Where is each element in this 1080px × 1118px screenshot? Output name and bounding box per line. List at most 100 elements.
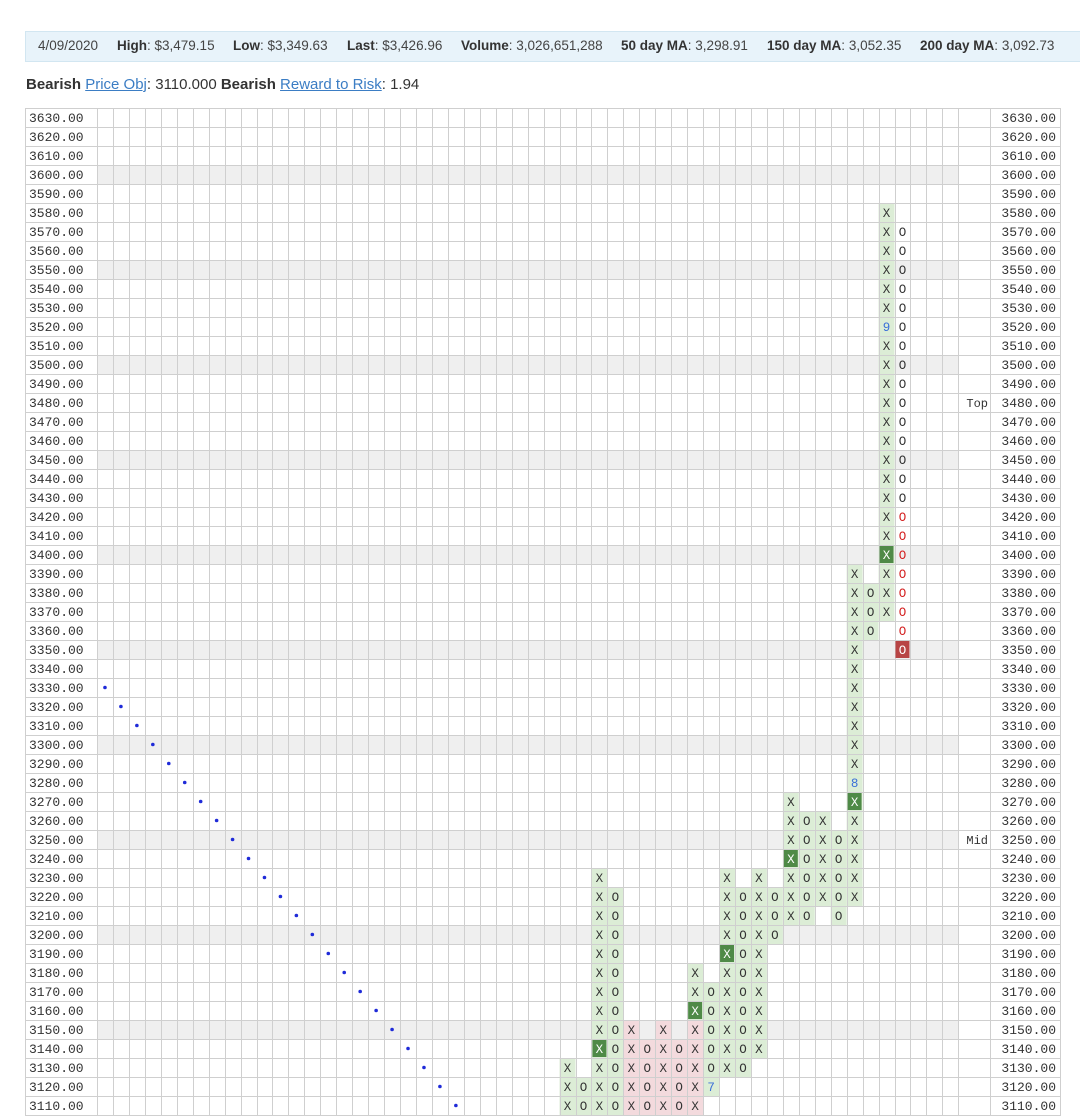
price-label-right: 3570.00 [1001, 225, 1056, 240]
highlight-row [97, 925, 959, 944]
o-mark: O [899, 549, 907, 563]
o-mark: O [899, 530, 907, 544]
x-mark: X [691, 1062, 699, 1076]
highlight-row [97, 165, 959, 184]
x-mark: X [596, 948, 604, 962]
cell-bg [878, 298, 895, 317]
cell-bg [735, 982, 751, 1001]
cell-bg [607, 1077, 624, 1096]
price-obj-link[interactable]: Price Obj [85, 76, 147, 93]
annotation-mid: Mid [966, 834, 988, 848]
o-mark: O [899, 587, 907, 601]
price-label-left: 3440.00 [29, 472, 84, 487]
cell-bg [591, 1058, 608, 1077]
cell-bg [735, 1001, 751, 1020]
cell-bg [559, 1058, 576, 1077]
price-axis-labels: 3630.00 3630.00 3620.00 3620.00 3610.00 3610.… [29, 111, 1056, 1114]
stat-volume-label: Volume [461, 38, 509, 53]
cell-bg [655, 1096, 672, 1115]
price-label-left: 3550.00 [29, 263, 84, 278]
price-label-left: 3400.00 [29, 548, 84, 563]
price-label-right: 3620.00 [1001, 130, 1056, 145]
cell-bg [878, 583, 895, 602]
cell-bg [623, 1020, 640, 1039]
trendline-dot [103, 685, 107, 690]
cell-bg [719, 1020, 735, 1039]
cell-bg [750, 868, 767, 887]
o-mark: O [835, 872, 843, 886]
o-mark: O [612, 1024, 620, 1038]
cell-bg [607, 925, 624, 944]
cell-bg [846, 811, 863, 830]
cell-bg [878, 412, 895, 431]
x-mark: X [787, 796, 795, 810]
cell-bg [623, 1058, 640, 1077]
cell-bg [591, 868, 608, 887]
o-mark: O [612, 967, 620, 981]
cell-bg [687, 963, 704, 982]
o-mark: O [580, 1100, 588, 1114]
x-mark: X [851, 739, 859, 753]
price-label-left: 3560.00 [29, 244, 84, 259]
o-mark: O [675, 1062, 683, 1076]
cell-bg [607, 887, 624, 906]
cell-bg [798, 849, 815, 868]
highlight-row [97, 545, 959, 564]
price-label-right: 3370.00 [1001, 605, 1056, 620]
cell-bg [639, 1058, 656, 1077]
cell-bg [830, 887, 847, 906]
x-mark: X [883, 454, 891, 468]
x-mark: X [883, 264, 891, 278]
price-label-right: 3160.00 [1001, 1004, 1056, 1019]
price-label-right: 3470.00 [1001, 415, 1056, 430]
trendline-dot [278, 894, 283, 899]
x-mark: X [851, 720, 859, 734]
highlight-row [97, 355, 959, 374]
stat-ma200-value: 3,092.73 [1001, 38, 1055, 53]
x-mark: X [723, 986, 731, 1000]
trendline-dot [214, 818, 219, 823]
price-label-right: 3530.00 [1001, 301, 1056, 316]
bearish-label-2: Bearish [220, 76, 276, 93]
price-label-left: 3370.00 [29, 605, 84, 620]
trendline-dot [246, 856, 251, 861]
o-mark: O [739, 986, 747, 1000]
price-label-right: 3440.00 [1001, 472, 1056, 487]
cell-bg [878, 526, 895, 545]
price-label-left: 3530.00 [29, 301, 84, 316]
price-label-right: 3480.00 [1001, 396, 1056, 411]
x-mark: X [596, 910, 604, 924]
cell-bg [846, 640, 863, 659]
price-label-left: 3280.00 [29, 776, 84, 791]
x-mark: X [851, 872, 859, 886]
cell-bg [830, 830, 847, 849]
cell-bg [735, 925, 751, 944]
cell-bg [591, 982, 608, 1001]
x-mark: X [755, 910, 763, 924]
reward-to-risk-link[interactable]: Reward to Risk [280, 76, 382, 93]
cell-bg [623, 1077, 640, 1096]
price-label-right: 3110.00 [1001, 1099, 1056, 1114]
stat-low: Low: $3,349.63 [233, 38, 328, 53]
x-mark: X [883, 340, 891, 354]
price-label-left: 3490.00 [29, 377, 84, 392]
stat-ma200-label: 200 day MA [920, 38, 995, 53]
cell-bg [798, 830, 815, 849]
cell-bg [878, 260, 895, 279]
x-mark: X [659, 1043, 667, 1057]
trendline-dot [342, 970, 347, 975]
cell-bg [782, 792, 799, 811]
cell-bg [719, 868, 735, 887]
x-mark: X [628, 1024, 636, 1038]
x-mark: X [883, 302, 891, 316]
x-mark: X [755, 872, 763, 886]
cell-bg [687, 1058, 704, 1077]
cell-bg [719, 906, 735, 925]
stat-high-value: $3,479.15 [154, 38, 215, 53]
x-mark: X [723, 1062, 731, 1076]
price-label-left: 3600.00 [29, 168, 84, 183]
cell-bg [655, 1039, 672, 1058]
signal-box [879, 546, 894, 563]
o-mark: O [899, 435, 907, 449]
cell-bg [798, 906, 815, 925]
